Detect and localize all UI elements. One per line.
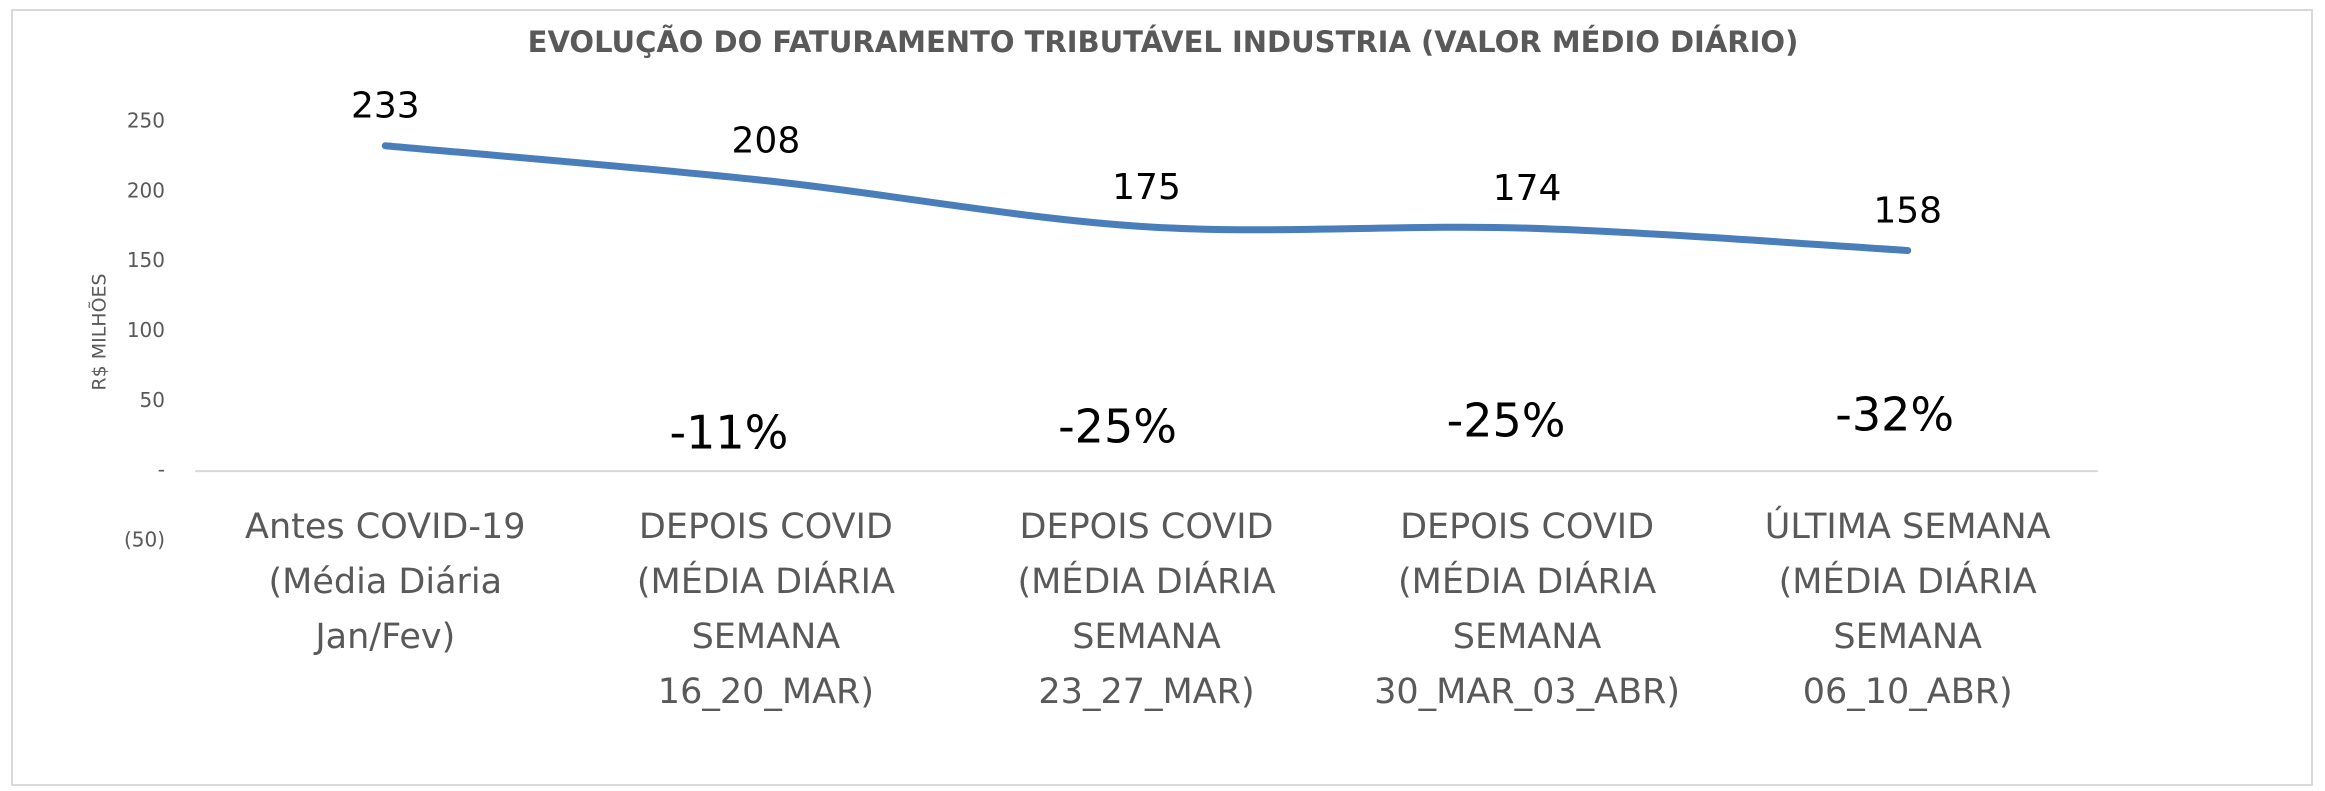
x-tick-label-line: SEMANA bbox=[1453, 617, 1602, 657]
x-tick-label-line: Jan/Fev) bbox=[313, 617, 455, 657]
data-label: 233 bbox=[351, 86, 420, 127]
chart-title: EVOLUÇÃO DO FATURAMENTO TRIBUTÁVEL INDUS… bbox=[528, 25, 1799, 59]
chart-frame bbox=[11, 9, 2313, 786]
x-tick-label-line: 23_27_MAR) bbox=[1038, 672, 1254, 712]
y-tick-label: 250 bbox=[127, 109, 165, 133]
x-tick-label-line: (MÉDIA DIÁRIA bbox=[1398, 560, 1656, 602]
y-tick-label: 150 bbox=[127, 248, 165, 272]
x-tick-label: ÚLTIMA SEMANA (MÉDIA DIÁRIA SEMANA 06_10_AB… bbox=[1765, 505, 2051, 712]
x-tick-label-line: 06_10_ABR) bbox=[1803, 672, 2013, 712]
data-label: 174 bbox=[1493, 168, 1562, 209]
y-tick-label: 50 bbox=[140, 388, 165, 412]
x-tick-label-line: DEPOIS COVID bbox=[639, 507, 893, 547]
x-tick-label: Antes COVID-19 (Média Diária Jan/Fev) bbox=[245, 507, 526, 657]
annotation: -25% bbox=[1447, 394, 1566, 448]
annotation: -32% bbox=[1835, 388, 1954, 442]
x-tick-label-line: SEMANA bbox=[692, 617, 841, 657]
y-tick-label: 200 bbox=[127, 178, 165, 202]
x-tick-label-line: (Média Diária bbox=[269, 562, 503, 602]
x-tick-label-line: SEMANA bbox=[1833, 617, 1982, 657]
x-tick-label: DEPOIS COVID (MÉDIA DIÁRIA SEMANA 23_27_MAR… bbox=[1017, 507, 1275, 712]
x-tick-label-line: 30_MAR_03_ABR) bbox=[1374, 672, 1680, 712]
x-tick-label-line: (MÉDIA DIÁRIA bbox=[1017, 560, 1275, 602]
y-tick-label: 100 bbox=[127, 318, 165, 342]
line bbox=[381, 142, 1912, 254]
annotation: -11% bbox=[669, 406, 788, 460]
y-axis-label: R$ MILHÕES bbox=[88, 273, 111, 390]
x-tick-label: DEPOIS COVID (MÉDIA DIÁRIA SEMANA 16_20_MAR… bbox=[637, 507, 895, 712]
data-label: 208 bbox=[732, 121, 801, 162]
data-label: 158 bbox=[1873, 190, 1942, 231]
x-tick-label-line: (MÉDIA DIÁRIA bbox=[1779, 560, 2037, 602]
x-tick-label-line: SEMANA bbox=[1072, 617, 1221, 657]
x-tick-label: DEPOIS COVID (MÉDIA DIÁRIA SEMANA 30_MAR_03… bbox=[1374, 507, 1680, 712]
y-tick-label: - bbox=[158, 458, 165, 482]
x-tick-label-line: ÚLTIMA SEMANA bbox=[1765, 505, 2051, 547]
x-tick-label-line: DEPOIS COVID bbox=[1400, 507, 1654, 547]
x-tick-label-line: 16_20_MAR) bbox=[658, 672, 874, 712]
annotation: -25% bbox=[1058, 400, 1177, 454]
x-tick-label-line: (MÉDIA DIÁRIA bbox=[637, 560, 895, 602]
y-tick-label: (50) bbox=[124, 528, 165, 552]
x-tick-label-line: Antes COVID-19 bbox=[245, 507, 526, 547]
data-label: 175 bbox=[1112, 167, 1181, 208]
x-tick-label-line: DEPOIS COVID bbox=[1020, 507, 1274, 547]
